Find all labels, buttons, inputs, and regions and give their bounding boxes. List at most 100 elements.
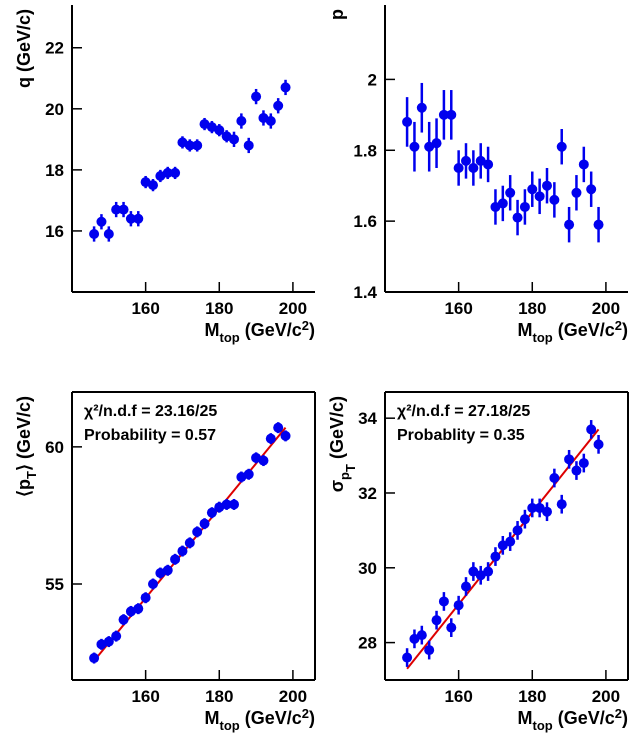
data-point xyxy=(438,596,449,607)
data-point xyxy=(446,622,457,633)
data-point xyxy=(184,140,195,151)
y-axis-label-part: (GeV/c) xyxy=(327,396,347,464)
x-tick-label: 180 xyxy=(518,687,546,706)
data-point xyxy=(409,633,420,644)
x-axis-label-part: (GeV/c xyxy=(553,320,615,340)
x-axis-label: Mtop (GeV/c2) xyxy=(518,706,628,733)
data-point xyxy=(148,180,158,191)
data-point xyxy=(192,526,203,537)
data-point xyxy=(273,100,284,111)
data-point xyxy=(192,140,203,151)
data-point xyxy=(280,82,291,93)
data-point xyxy=(431,615,442,626)
y-axis-label: σpT (GeV/c) xyxy=(327,396,358,492)
x-axis-label-part: 2 xyxy=(302,706,309,721)
y-tick-label: 55 xyxy=(45,575,64,594)
data-point xyxy=(162,167,173,178)
data-point xyxy=(236,116,247,127)
data-point xyxy=(206,507,217,518)
data-point xyxy=(461,581,471,592)
data-point xyxy=(556,141,567,152)
data-point xyxy=(229,134,239,145)
data-point xyxy=(549,194,560,205)
y-tick-label: 1.6 xyxy=(353,212,377,231)
x-axis-label-part: M xyxy=(205,320,220,340)
data-point xyxy=(243,140,254,151)
data-point xyxy=(593,439,604,450)
data-point xyxy=(125,213,136,224)
data-point xyxy=(586,424,597,435)
data-point xyxy=(96,216,107,227)
data-point xyxy=(438,109,449,120)
data-point xyxy=(184,537,195,548)
data-point xyxy=(453,600,464,611)
x-axis-label-part: 2 xyxy=(302,318,309,333)
x-axis-label-part: 2 xyxy=(615,318,622,333)
data-point xyxy=(512,525,523,536)
data-point xyxy=(280,430,291,441)
data-point xyxy=(519,201,530,212)
data-point xyxy=(118,614,129,625)
x-axis-label-part: 2 xyxy=(615,706,622,721)
data-point xyxy=(409,141,420,152)
data-point xyxy=(214,125,225,136)
x-tick-label: 180 xyxy=(518,299,546,318)
data-point xyxy=(162,565,173,576)
x-axis-label-part: (GeV/c xyxy=(553,708,615,728)
annotation: Probability = 0.57 xyxy=(84,427,216,444)
x-tick-label: 160 xyxy=(131,299,159,318)
data-point xyxy=(170,554,181,565)
data-point xyxy=(103,636,114,647)
x-axis-label: Mtop (GeV/c2) xyxy=(205,318,315,345)
y-tick-label: 20 xyxy=(45,100,64,119)
data-point xyxy=(199,518,210,529)
x-tick-label: 200 xyxy=(592,299,620,318)
x-axis-label: Mtop (GeV/c2) xyxy=(518,318,628,345)
data-point xyxy=(578,458,589,469)
y-axis-label: p xyxy=(327,9,347,20)
x-axis-label-part: ) xyxy=(309,320,315,340)
data-point xyxy=(416,630,427,641)
x-tick-label: 200 xyxy=(279,687,307,706)
x-axis-label-part: M xyxy=(205,708,220,728)
data-point xyxy=(549,473,560,484)
x-tick-label: 160 xyxy=(444,299,472,318)
y-tick-label: 30 xyxy=(358,559,377,578)
data-point xyxy=(519,514,530,525)
x-axis-label-part: M xyxy=(518,708,533,728)
data-point xyxy=(505,536,516,547)
y-tick-label: 1.4 xyxy=(353,283,377,302)
y-tick-label: 34 xyxy=(358,409,377,428)
data-point xyxy=(468,566,479,577)
x-axis-label-part: top xyxy=(533,718,553,733)
data-point xyxy=(556,499,567,510)
data-point xyxy=(89,653,100,664)
data-point xyxy=(170,167,181,178)
x-axis-label-part: ) xyxy=(309,708,315,728)
data-point xyxy=(118,204,129,215)
y-axis-label-part: ⟨p xyxy=(14,479,34,497)
panel: 160 180 200 55 60 Mtop (GeV/c2) ⟨pT⟩ (GeV/c) χ²… xyxy=(14,391,316,733)
data-point xyxy=(534,502,545,513)
data-point xyxy=(505,187,516,198)
data-point xyxy=(564,219,575,230)
data-point xyxy=(177,546,188,557)
data-point xyxy=(571,465,582,476)
y-axis-label: ⟨pT⟩ (GeV/c) xyxy=(14,396,39,497)
data-point xyxy=(229,499,239,510)
y-tick-label: 1.8 xyxy=(353,141,377,160)
data-point xyxy=(475,570,486,581)
data-point xyxy=(571,187,582,198)
data-point xyxy=(148,579,158,589)
data-point xyxy=(483,566,494,577)
x-axis-label-part: (GeV/c xyxy=(240,708,302,728)
data-point xyxy=(446,109,457,120)
x-axis-label-part: top xyxy=(533,330,553,345)
data-point xyxy=(140,592,151,603)
data-point xyxy=(251,91,262,102)
data-point xyxy=(111,204,122,215)
data-point xyxy=(578,159,589,170)
data-point xyxy=(497,540,508,551)
